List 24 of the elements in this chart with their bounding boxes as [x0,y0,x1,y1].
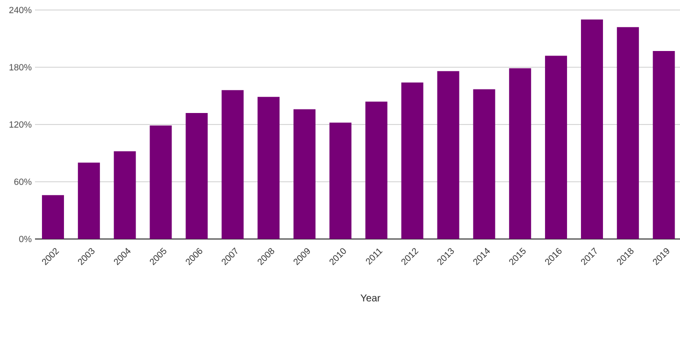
bar [42,195,64,239]
y-tick-label: 240% [9,6,32,14]
bar [294,109,316,239]
y-tick-label: 0% [19,236,32,242]
bar [545,56,568,239]
bar [186,113,208,239]
bar [473,89,496,239]
x-axis-title: Year [360,294,380,302]
bar [437,71,460,239]
bar [580,20,603,239]
y-tick-label: 60% [14,178,32,185]
bar [329,122,352,239]
bar [114,151,136,239]
bar [78,162,100,239]
y-tick-label: 180% [10,64,32,70]
bar [401,82,424,239]
y-tick-label: 120% [10,121,32,128]
bar [509,68,532,239]
bar [150,125,172,239]
bar [652,51,675,239]
bar [365,102,388,239]
bar [222,90,244,239]
bar [258,96,280,239]
bar [616,27,639,239]
